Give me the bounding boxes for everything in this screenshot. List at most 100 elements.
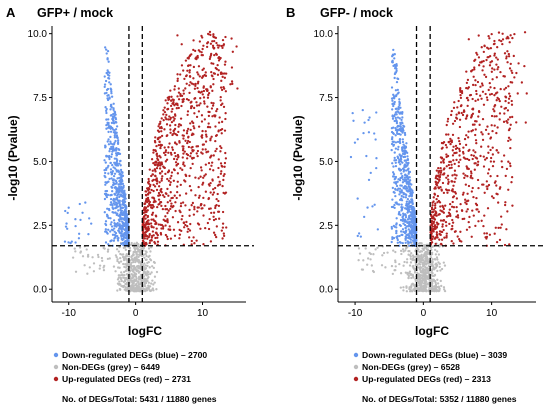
point-down: [122, 235, 126, 238]
point-up: [487, 145, 490, 148]
point-non: [436, 258, 439, 261]
point-up: [507, 139, 510, 143]
point-down: [64, 225, 68, 228]
point-up: [146, 198, 150, 201]
point-up: [182, 89, 185, 92]
point-up: [495, 99, 498, 102]
point-up: [167, 97, 171, 101]
point-up: [499, 87, 502, 91]
point-down: [405, 225, 408, 228]
point-up: [150, 238, 153, 242]
point-up: [181, 100, 184, 104]
point-up: [215, 235, 218, 239]
point-up: [513, 76, 516, 79]
point-up: [182, 69, 185, 72]
point-non: [128, 279, 131, 283]
point-down: [69, 242, 72, 245]
point-non: [401, 248, 405, 251]
panel-a-letter: A: [6, 5, 16, 20]
point-up: [487, 183, 491, 187]
point-up: [455, 210, 459, 213]
point-up: [178, 237, 181, 240]
point-up: [182, 152, 185, 155]
point-up: [160, 161, 163, 164]
point-down: [114, 211, 117, 214]
point-up: [456, 146, 459, 150]
point-up: [196, 149, 200, 153]
point-non: [155, 288, 158, 291]
panel-b-summary: No. of DEGs/Total: 5352 / 11880 genes: [362, 394, 517, 404]
point-up: [454, 144, 458, 148]
point-up: [207, 183, 211, 186]
point-down: [401, 178, 405, 181]
point-up: [177, 106, 180, 110]
point-up: [490, 124, 493, 127]
point-up: [499, 186, 502, 189]
point-down: [400, 233, 403, 236]
point-up: [215, 225, 218, 228]
point-up: [465, 210, 468, 213]
x-tick-label: 0: [133, 308, 139, 319]
point-up: [493, 232, 496, 235]
point-up: [217, 46, 220, 49]
point-up: [454, 230, 457, 233]
point-down: [349, 155, 353, 159]
panel-a-legend-down-label: Down-regulated DEGs (blue) – 2700: [62, 350, 207, 360]
point-up: [156, 236, 159, 239]
point-down: [110, 106, 113, 109]
point-non: [134, 256, 137, 259]
point-up: [147, 189, 150, 192]
point-up: [485, 96, 489, 99]
y-tick-label: 2.5: [319, 221, 333, 232]
point-up: [449, 113, 453, 117]
point-non: [92, 262, 96, 265]
point-up: [223, 172, 226, 176]
point-up: [163, 195, 166, 199]
y-tick-label: 0.0: [33, 285, 47, 296]
point-up: [184, 139, 187, 142]
point-up: [151, 179, 154, 182]
point-non: [422, 274, 425, 277]
point-up: [229, 83, 232, 86]
point-down: [104, 79, 108, 83]
point-non: [434, 248, 437, 252]
point-up: [188, 71, 191, 74]
point-up: [451, 149, 454, 152]
point-non: [372, 253, 375, 256]
point-up: [467, 184, 471, 188]
point-down: [392, 104, 395, 108]
y-tick-label: 5.0: [33, 157, 47, 168]
point-up: [199, 102, 202, 105]
point-up: [470, 172, 473, 175]
point-up: [459, 158, 462, 161]
point-up: [159, 189, 162, 192]
point-down: [397, 91, 400, 94]
point-down: [117, 191, 121, 194]
point-up: [158, 181, 161, 184]
point-up: [212, 83, 215, 86]
point-down: [401, 148, 404, 152]
point-up: [186, 56, 189, 60]
point-non: [120, 271, 123, 274]
point-non: [143, 256, 146, 259]
point-up: [189, 155, 192, 158]
point-down: [393, 97, 396, 100]
point-up: [186, 225, 189, 228]
point-up: [217, 56, 220, 60]
point-up: [489, 160, 493, 163]
point-down: [392, 132, 395, 136]
point-up: [157, 223, 160, 226]
point-up: [224, 112, 227, 115]
point-down: [105, 107, 108, 111]
point-down: [408, 195, 411, 198]
point-down: [399, 230, 403, 233]
point-down: [392, 102, 395, 105]
point-up: [436, 194, 440, 198]
point-up: [181, 201, 185, 204]
point-non: [419, 268, 422, 272]
point-up: [474, 151, 477, 154]
point-down: [107, 118, 110, 121]
point-non: [409, 255, 412, 258]
point-non: [146, 273, 150, 276]
